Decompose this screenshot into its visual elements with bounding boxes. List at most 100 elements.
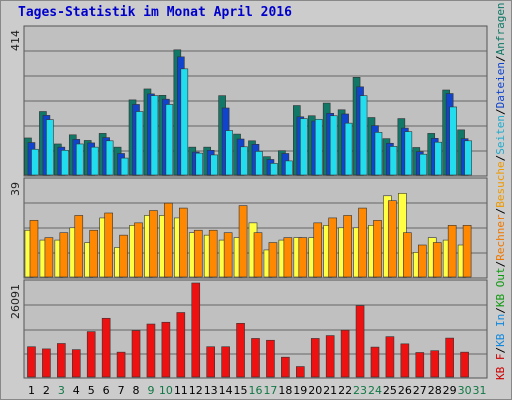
bar-bottom-kb-f (86, 331, 96, 378)
side-legend: KB F/KB In/KB Out/Rechner/Besuche/Seiten… (494, 2, 507, 380)
bar-top-seiten (434, 141, 443, 176)
bar-bottom-kb-f (27, 346, 36, 378)
day-label: 10 (159, 384, 173, 397)
bar-bottom-kb-f (340, 329, 350, 378)
day-label: 13 (204, 384, 218, 397)
day-label: 6 (103, 384, 110, 397)
bar-top-seiten (180, 68, 189, 176)
bar-bottom-kb-f (460, 351, 469, 378)
bar-middle-besuche (373, 220, 382, 278)
bar-bottom-kb-f (116, 351, 126, 378)
bar-top-seiten (120, 157, 129, 176)
bar-middle-besuche (44, 237, 54, 278)
bar-top-seiten (46, 119, 54, 176)
bar-middle-besuche (298, 237, 308, 278)
legend-entry: / (494, 155, 507, 162)
day-label: 23 (353, 384, 367, 397)
bar-bottom-kb-f (191, 282, 201, 378)
day-label: 19 (293, 384, 307, 397)
day-label: 14 (219, 384, 233, 397)
bar-bottom-kb-f (131, 330, 141, 378)
bar-top-seiten (314, 118, 323, 176)
bar-bottom-kb-f (221, 346, 230, 378)
bar-middle-besuche (462, 225, 472, 278)
day-label: 8 (133, 384, 140, 397)
day-label: 22 (338, 384, 352, 397)
day-label: 16 (249, 384, 263, 397)
bar-middle-besuche (134, 222, 143, 278)
bar-top-seiten (449, 106, 457, 176)
bar-top-seiten (165, 104, 174, 176)
bar-bottom-kb-f (370, 346, 380, 378)
bar-middle-besuche (119, 234, 128, 278)
bar-bottom-kb-f (57, 343, 66, 378)
bar-middle-besuche (432, 242, 442, 278)
bar-top-seiten (240, 146, 248, 176)
bar-top-seiten (344, 122, 353, 176)
bar-top-seiten (285, 160, 293, 176)
bar-middle-besuche (29, 220, 39, 278)
bar-middle-besuche (74, 215, 84, 278)
bar-top-seiten (31, 148, 39, 176)
day-label: 20 (308, 384, 322, 397)
day-label: 27 (413, 384, 427, 397)
bar-bottom-kb-f (71, 349, 81, 378)
legend-entry: KB In (494, 314, 507, 347)
bar-middle-besuche (447, 225, 457, 278)
day-label: 7 (118, 384, 125, 397)
bar-top-seiten (150, 95, 159, 176)
bar-bottom-kb-f (42, 348, 51, 378)
bar-bottom-kb-f (101, 317, 111, 378)
legend-entry: / (494, 55, 507, 62)
bar-bottom-kb-f (310, 338, 320, 378)
bar-top-seiten (389, 146, 398, 176)
bar-top-seiten (210, 154, 218, 176)
bar-bottom-kb-f (296, 366, 305, 378)
bar-bottom-kb-f (161, 321, 171, 378)
bar-top-seiten (75, 143, 84, 176)
bar-middle-besuche (403, 232, 412, 278)
ymax-label-middle: 39 (9, 182, 22, 196)
bar-top-seiten (90, 146, 99, 176)
bar-middle-besuche (328, 217, 337, 278)
bar-middle-besuche (388, 200, 397, 278)
day-label: 29 (443, 384, 457, 397)
day-label: 5 (88, 384, 95, 397)
bar-top-seiten (225, 130, 233, 176)
legend-entry: / (494, 208, 507, 215)
bar-bottom-kb-f (251, 338, 260, 378)
day-label: 15 (234, 384, 248, 397)
bar-middle-besuche (238, 205, 248, 278)
bar-bottom-kb-f (445, 337, 454, 378)
bar-top-seiten (270, 163, 278, 176)
bar-top-seiten (404, 131, 413, 176)
day-label: 25 (383, 384, 397, 397)
bar-top-seiten (464, 140, 472, 176)
legend-entry: Dateien (494, 62, 507, 108)
bar-top-seiten (195, 152, 204, 176)
bar-bottom-kb-f (281, 356, 290, 378)
day-label: 24 (368, 384, 382, 397)
day-label: 9 (147, 384, 154, 397)
bar-middle-besuche (358, 207, 367, 278)
day-label: 17 (263, 384, 277, 397)
day-label: 31 (473, 384, 487, 397)
bar-middle-besuche (193, 229, 203, 278)
bar-bottom-kb-f (355, 305, 365, 378)
day-label: 26 (398, 384, 412, 397)
bar-middle-besuche (89, 229, 99, 278)
bar-bottom-kb-f (385, 336, 395, 378)
bar-middle-besuche (223, 232, 233, 278)
day-label: 30 (458, 384, 472, 397)
bar-bottom-kb-f (415, 352, 425, 378)
day-label: 3 (58, 384, 65, 397)
day-label: 21 (323, 384, 337, 397)
legend-entry: Besuche (494, 161, 507, 207)
bar-middle-besuche (104, 212, 113, 278)
bar-bottom-kb-f (146, 323, 156, 378)
legend-entry: / (494, 108, 507, 115)
bar-middle-besuche (417, 244, 427, 278)
bar-middle-besuche (208, 229, 218, 278)
day-label: 28 (428, 384, 442, 397)
